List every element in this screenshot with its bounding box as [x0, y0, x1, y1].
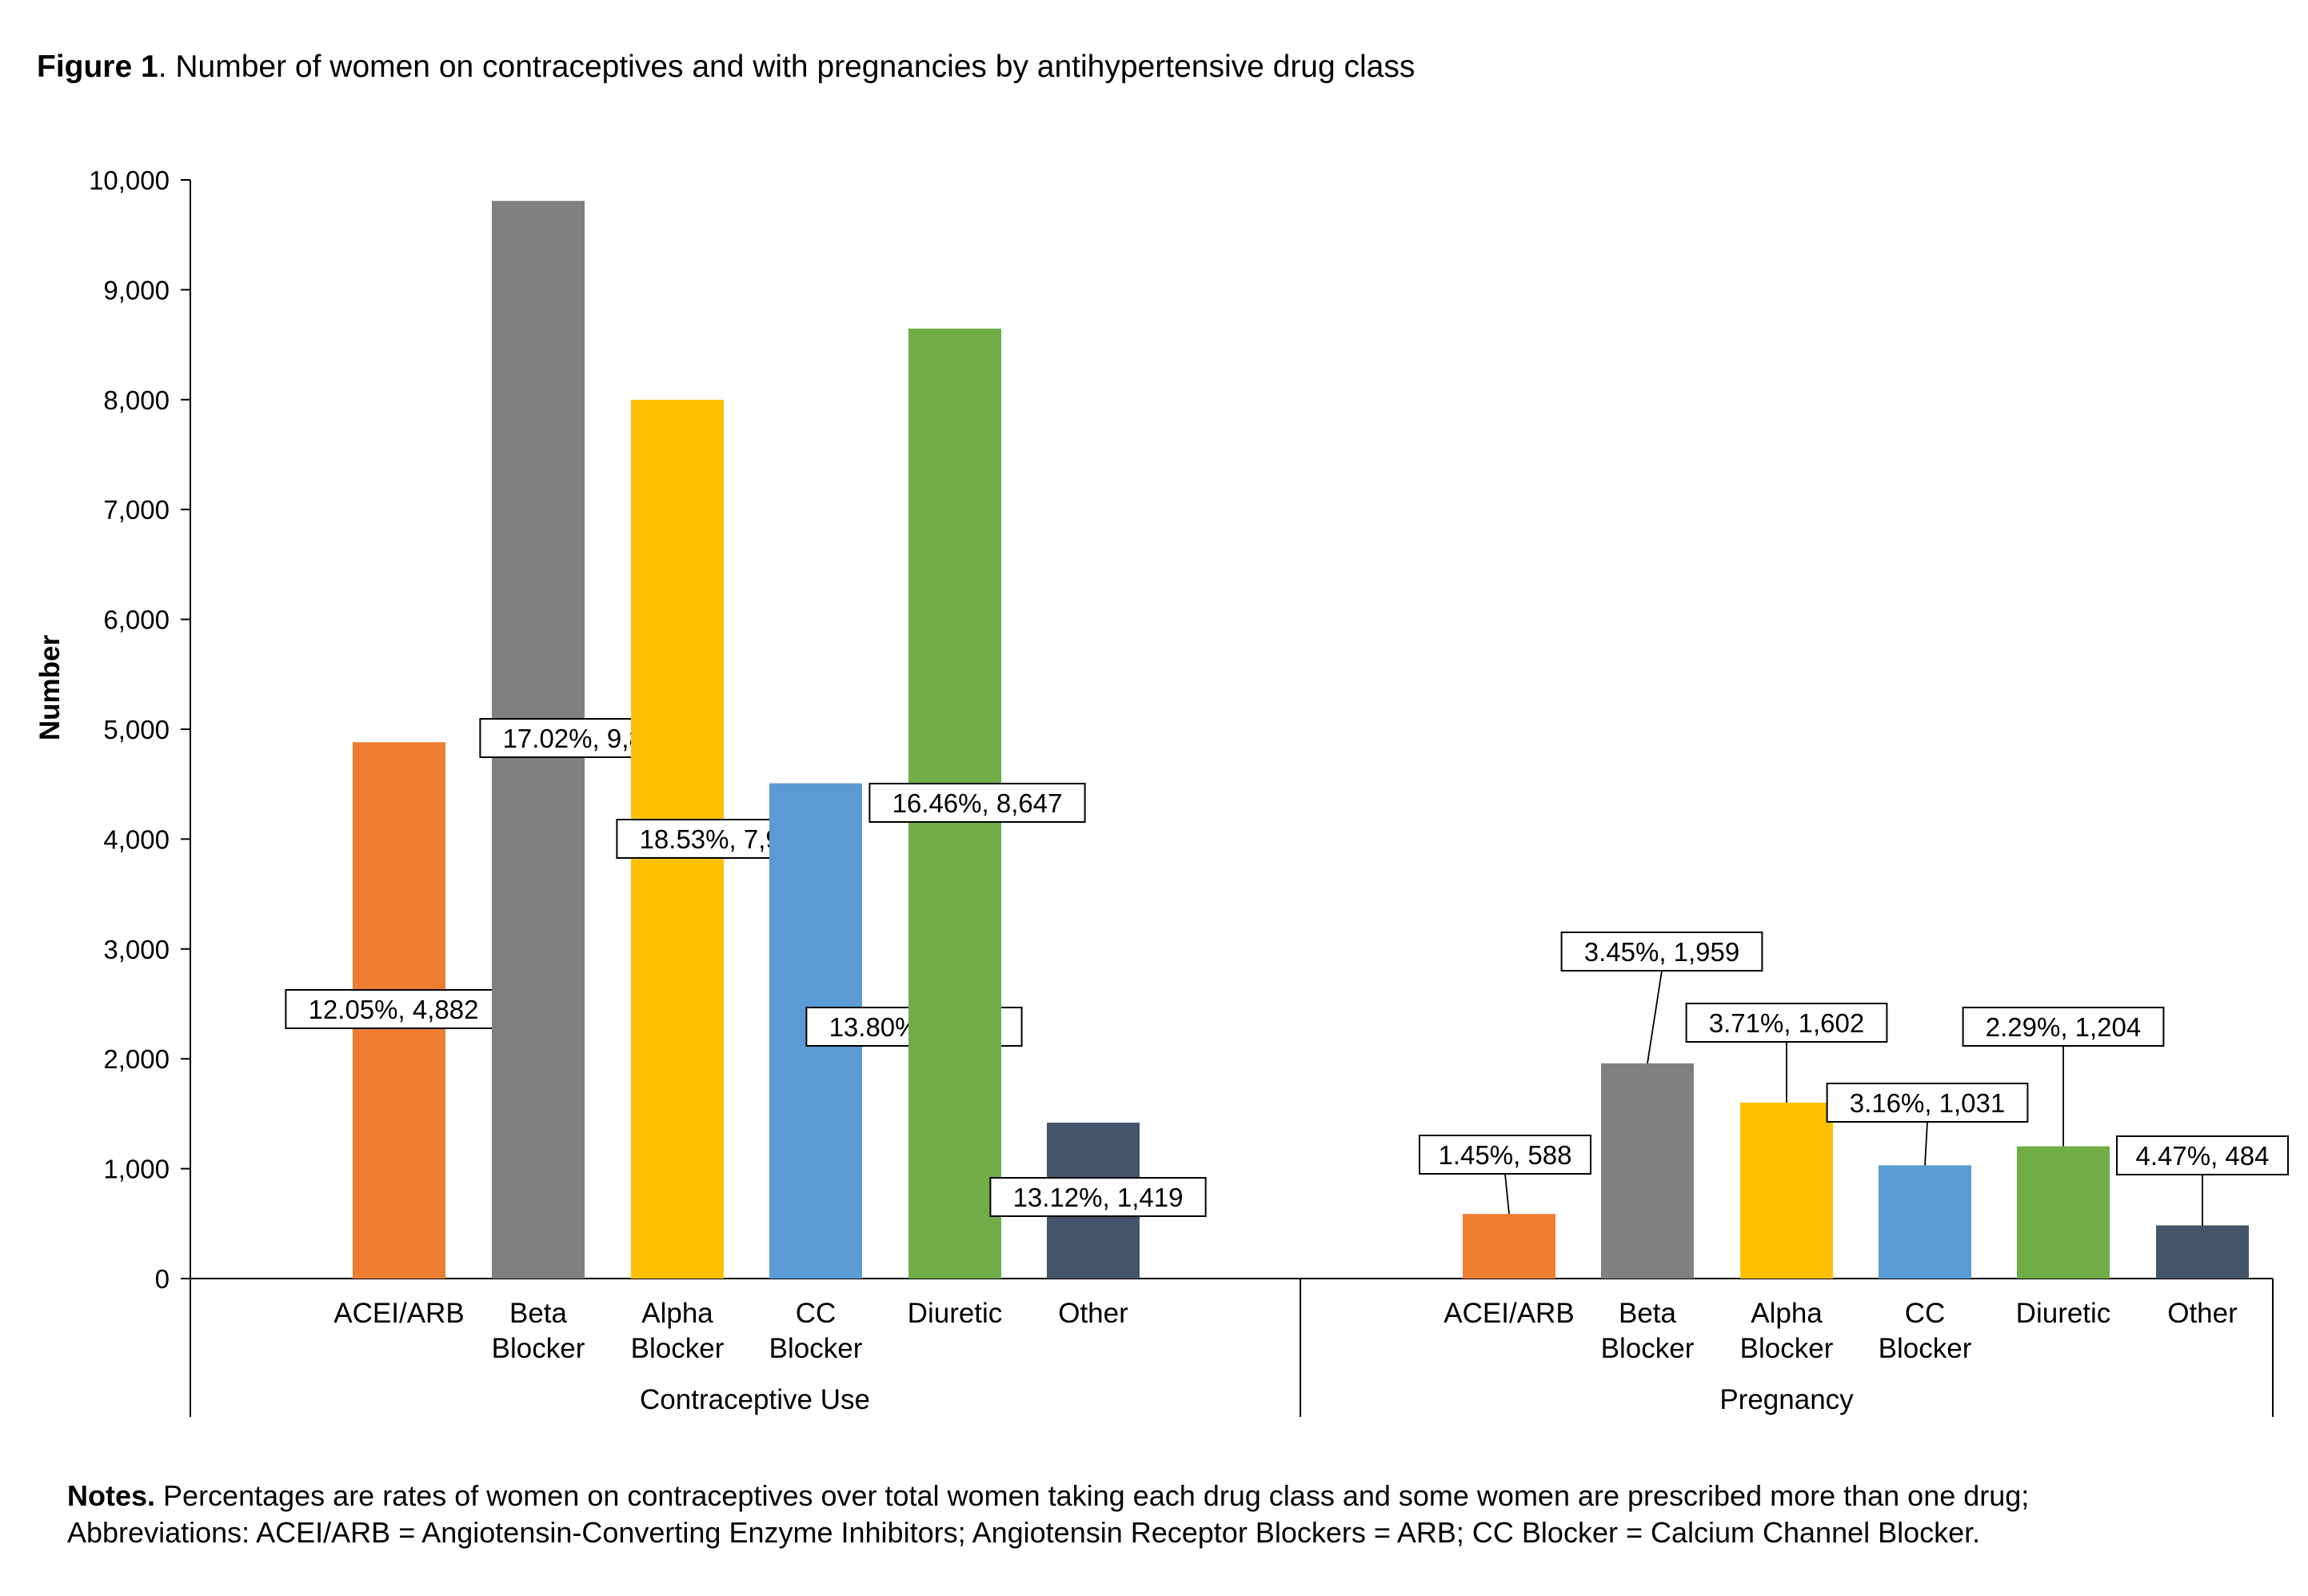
data-label-box — [1560, 932, 1763, 972]
notes-label: Notes. — [67, 1479, 156, 1512]
x-tick-label: CC — [796, 1298, 837, 1329]
y-tick-label: 9,000 — [103, 275, 170, 305]
x-tick-label: Blocker — [492, 1333, 585, 1364]
y-axis-title: Number — [34, 635, 66, 741]
bar — [2156, 1225, 2249, 1279]
x-tick-label: ACEI/ARB — [333, 1298, 464, 1329]
leader-line — [1924, 1121, 1928, 1166]
x-tick-label: Alpha — [1751, 1298, 1823, 1329]
x-tick-label: Blocker — [769, 1333, 863, 1364]
data-label: 3.16%, 1,031 — [1850, 1088, 2006, 1118]
data-label: 4.47%, 484 — [2136, 1141, 2270, 1171]
x-tick-label: CC — [1905, 1298, 1946, 1329]
bar — [1879, 1165, 1971, 1279]
x-tick-label: Diuretic — [2016, 1298, 2111, 1329]
group-label: Contraceptive Use — [640, 1384, 870, 1415]
data-label: 3.45%, 1,959 — [1584, 937, 1740, 967]
y-tick-label: 10,000 — [89, 166, 170, 195]
notes-line-1-text: Percentages are rates of women on contra… — [155, 1479, 2030, 1512]
data-label: 12.05%, 4,882 — [309, 995, 479, 1024]
x-tick-label: Alpha — [641, 1298, 713, 1329]
x-tick-label: Beta — [509, 1298, 568, 1329]
y-tick-label: 4,000 — [103, 824, 170, 854]
data-label: 2.29%, 1,204 — [1986, 1012, 2142, 1042]
data-label-box — [2116, 1135, 2289, 1175]
notes-line-2: Abbreviations: ACEI/ARB = Angiotensin-Co… — [67, 1516, 1981, 1549]
leader-line — [1647, 970, 1663, 1063]
x-tick-label: Other — [2167, 1298, 2238, 1329]
data-label-box — [989, 1177, 1207, 1217]
group-label: Pregnancy — [1719, 1384, 1854, 1415]
figure-title-text: . Number of women on contraceptives and … — [158, 50, 1416, 84]
notes: Notes. Percentages are rates of women on… — [67, 1478, 2029, 1551]
data-label-box — [868, 783, 1086, 823]
x-tick-label: Blocker — [631, 1333, 725, 1364]
bar — [1601, 1063, 1694, 1279]
data-label-box — [1962, 1007, 2165, 1047]
data-label: 13.12%, 1,419 — [1013, 1183, 1184, 1212]
y-tick-label: 7,000 — [103, 495, 170, 525]
figure-title: Figure 1. Number of women on contracepti… — [37, 50, 1415, 85]
y-tick-label: 6,000 — [103, 605, 170, 635]
bar — [2017, 1146, 2110, 1279]
y-tick-label: 0 — [155, 1264, 170, 1294]
y-tick-label: 5,000 — [103, 715, 170, 744]
bar — [1740, 1102, 1833, 1279]
data-label-box — [285, 989, 502, 1029]
notes-line-1: Notes. Percentages are rates of women on… — [67, 1478, 2029, 1514]
x-tick-label: Blocker — [1879, 1333, 1972, 1364]
figure-label: Figure 1 — [37, 50, 158, 84]
x-tick-label: ACEI/ARB — [1443, 1298, 1574, 1329]
x-tick-label: Other — [1058, 1298, 1128, 1329]
y-tick-label: 8,000 — [103, 385, 170, 415]
y-tick-label: 3,000 — [103, 935, 170, 964]
data-label-box — [1419, 1135, 1591, 1175]
x-tick-label: Blocker — [1740, 1333, 1834, 1364]
y-tick-label: 2,000 — [103, 1044, 170, 1074]
x-tick-label: Diuretic — [908, 1298, 1003, 1329]
bar — [1463, 1214, 1555, 1279]
data-label-box — [1826, 1083, 2029, 1123]
x-tick-label: Beta — [1619, 1298, 1677, 1329]
x-tick-label: Blocker — [1601, 1333, 1695, 1364]
data-label: 16.46%, 8,647 — [892, 788, 1063, 818]
data-label: 1.45%, 588 — [1439, 1140, 1572, 1170]
data-label-box — [1685, 1003, 1888, 1043]
leader-line — [1504, 1173, 1510, 1215]
y-tick-label: 1,000 — [103, 1155, 170, 1184]
data-label: 3.71%, 1,602 — [1709, 1008, 1865, 1038]
